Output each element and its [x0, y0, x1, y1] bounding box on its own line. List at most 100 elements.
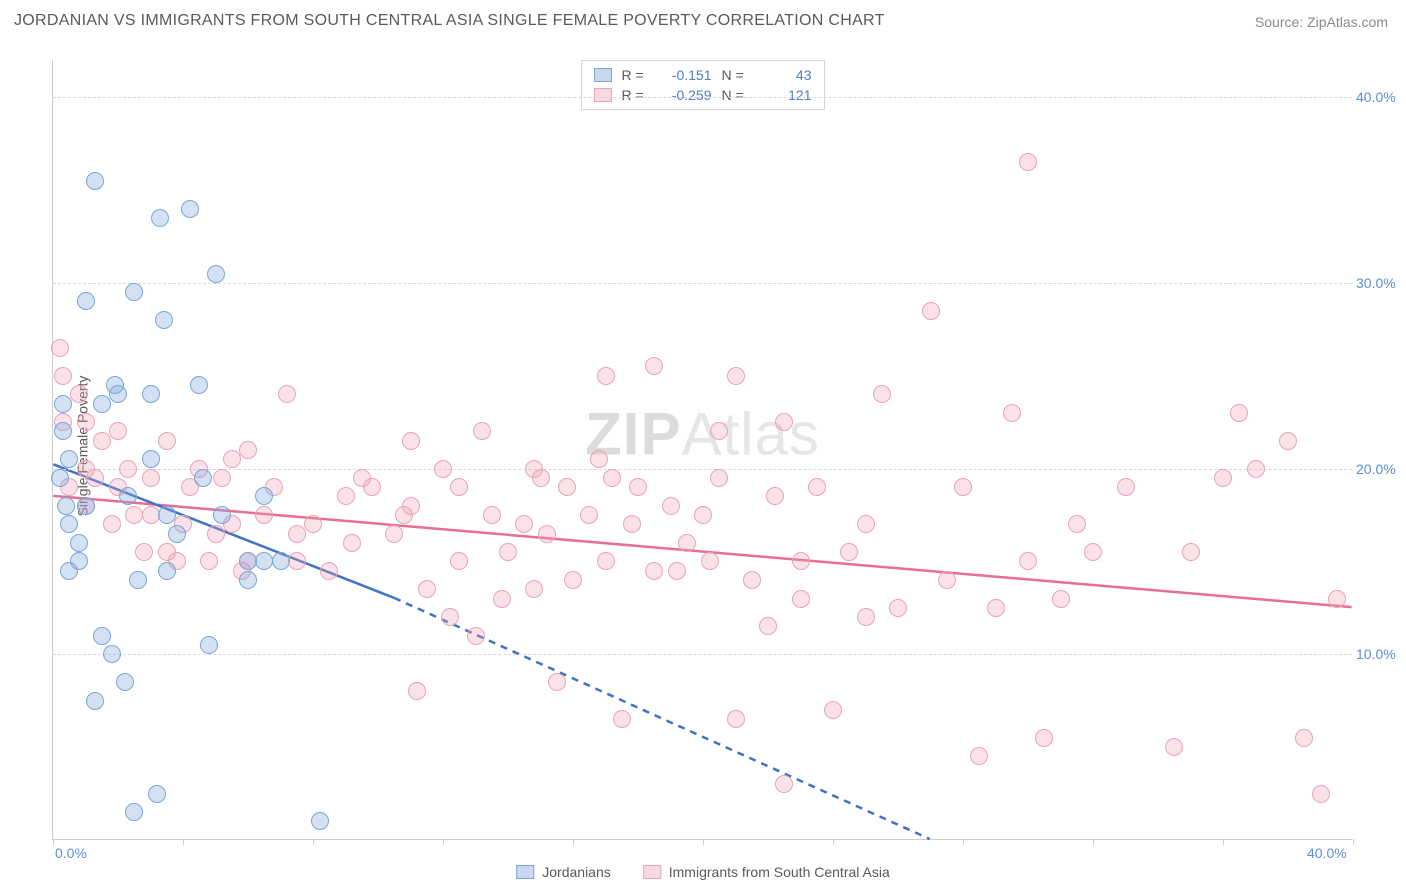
scatter-point-pink	[775, 413, 793, 431]
scatter-point-blue	[255, 552, 273, 570]
scatter-point-blue	[119, 487, 137, 505]
chart-title: JORDANIAN VS IMMIGRANTS FROM SOUTH CENTR…	[14, 12, 885, 30]
scatter-point-blue	[125, 283, 143, 301]
scatter-point-pink	[538, 525, 556, 543]
scatter-point-pink	[1052, 590, 1070, 608]
scatter-point-blue	[239, 571, 257, 589]
scatter-point-pink	[759, 617, 777, 635]
scatter-point-pink	[590, 450, 608, 468]
scatter-point-pink	[239, 441, 257, 459]
scatter-point-pink	[1279, 432, 1297, 450]
gridline	[53, 654, 1352, 655]
scatter-point-pink	[603, 469, 621, 487]
scatter-point-pink	[1035, 729, 1053, 747]
scatter-point-pink	[840, 543, 858, 561]
swatch-pink-icon	[643, 865, 661, 879]
x-tick-mark	[1093, 839, 1094, 845]
scatter-point-pink	[278, 385, 296, 403]
scatter-point-pink	[889, 599, 907, 617]
scatter-point-pink	[493, 590, 511, 608]
x-tick-mark	[1223, 839, 1224, 845]
scatter-point-pink	[1003, 404, 1021, 422]
scatter-point-blue	[129, 571, 147, 589]
scatter-point-pink	[1182, 543, 1200, 561]
scatter-point-pink	[408, 682, 426, 700]
scatter-point-blue	[60, 450, 78, 468]
scatter-point-pink	[51, 339, 69, 357]
scatter-point-pink	[402, 432, 420, 450]
series-legend: Jordanians Immigrants from South Central…	[516, 864, 889, 880]
scatter-point-pink	[1230, 404, 1248, 422]
scatter-point-pink	[441, 608, 459, 626]
scatter-point-blue	[109, 385, 127, 403]
scatter-point-pink	[337, 487, 355, 505]
scatter-point-pink	[678, 534, 696, 552]
scatter-point-pink	[597, 552, 615, 570]
x-tick-label: 0.0%	[55, 845, 87, 861]
scatter-point-pink	[223, 450, 241, 468]
scatter-point-pink	[766, 487, 784, 505]
scatter-point-pink	[873, 385, 891, 403]
gridline	[53, 283, 1352, 284]
scatter-point-pink	[77, 413, 95, 431]
scatter-point-pink	[54, 367, 72, 385]
scatter-point-blue	[190, 376, 208, 394]
x-tick-mark	[963, 839, 964, 845]
legend-label: Jordanians	[542, 864, 611, 880]
y-tick-label: 30.0%	[1356, 275, 1404, 291]
scatter-point-pink	[515, 515, 533, 533]
scatter-point-pink	[255, 506, 273, 524]
scatter-point-pink	[954, 478, 972, 496]
scatter-point-blue	[200, 636, 218, 654]
scatter-point-pink	[213, 469, 231, 487]
scatter-point-pink	[483, 506, 501, 524]
scatter-point-pink	[1295, 729, 1313, 747]
scatter-point-pink	[1084, 543, 1102, 561]
scatter-point-blue	[194, 469, 212, 487]
scatter-point-blue	[103, 645, 121, 663]
scatter-point-blue	[77, 497, 95, 515]
scatter-point-pink	[363, 478, 381, 496]
scatter-point-pink	[200, 552, 218, 570]
scatter-point-blue	[213, 506, 231, 524]
scatter-point-pink	[623, 515, 641, 533]
scatter-point-blue	[86, 692, 104, 710]
scatter-point-blue	[148, 785, 166, 803]
scatter-point-pink	[109, 422, 127, 440]
scatter-point-pink	[1312, 785, 1330, 803]
scatter-point-pink	[938, 571, 956, 589]
scatter-point-pink	[343, 534, 361, 552]
gridline	[53, 469, 1352, 470]
scatter-point-pink	[434, 460, 452, 478]
scatter-point-pink	[1247, 460, 1265, 478]
scatter-point-blue	[142, 450, 160, 468]
scatter-point-blue	[142, 385, 160, 403]
x-tick-mark	[573, 839, 574, 845]
scatter-point-blue	[70, 534, 88, 552]
scatter-point-pink	[70, 385, 88, 403]
scatter-point-pink	[525, 580, 543, 598]
scatter-point-blue	[51, 469, 69, 487]
scatter-point-pink	[93, 432, 111, 450]
scatter-point-pink	[662, 497, 680, 515]
scatter-point-pink	[320, 562, 338, 580]
scatter-point-pink	[775, 775, 793, 793]
scatter-point-pink	[467, 627, 485, 645]
scatter-point-pink	[207, 525, 225, 543]
scatter-point-pink	[418, 580, 436, 598]
scatter-point-pink	[710, 469, 728, 487]
scatter-point-pink	[558, 478, 576, 496]
y-tick-label: 10.0%	[1356, 646, 1404, 662]
scatter-point-pink	[119, 460, 137, 478]
scatter-point-blue	[77, 292, 95, 310]
scatter-point-blue	[155, 311, 173, 329]
scatter-point-blue	[57, 497, 75, 515]
y-tick-label: 40.0%	[1356, 89, 1404, 105]
legend-item-blue: Jordanians	[516, 864, 611, 880]
scatter-point-pink	[288, 552, 306, 570]
scatter-point-blue	[125, 803, 143, 821]
scatter-point-pink	[613, 710, 631, 728]
scatter-point-pink	[824, 701, 842, 719]
scatter-point-pink	[548, 673, 566, 691]
scatter-point-pink	[645, 562, 663, 580]
